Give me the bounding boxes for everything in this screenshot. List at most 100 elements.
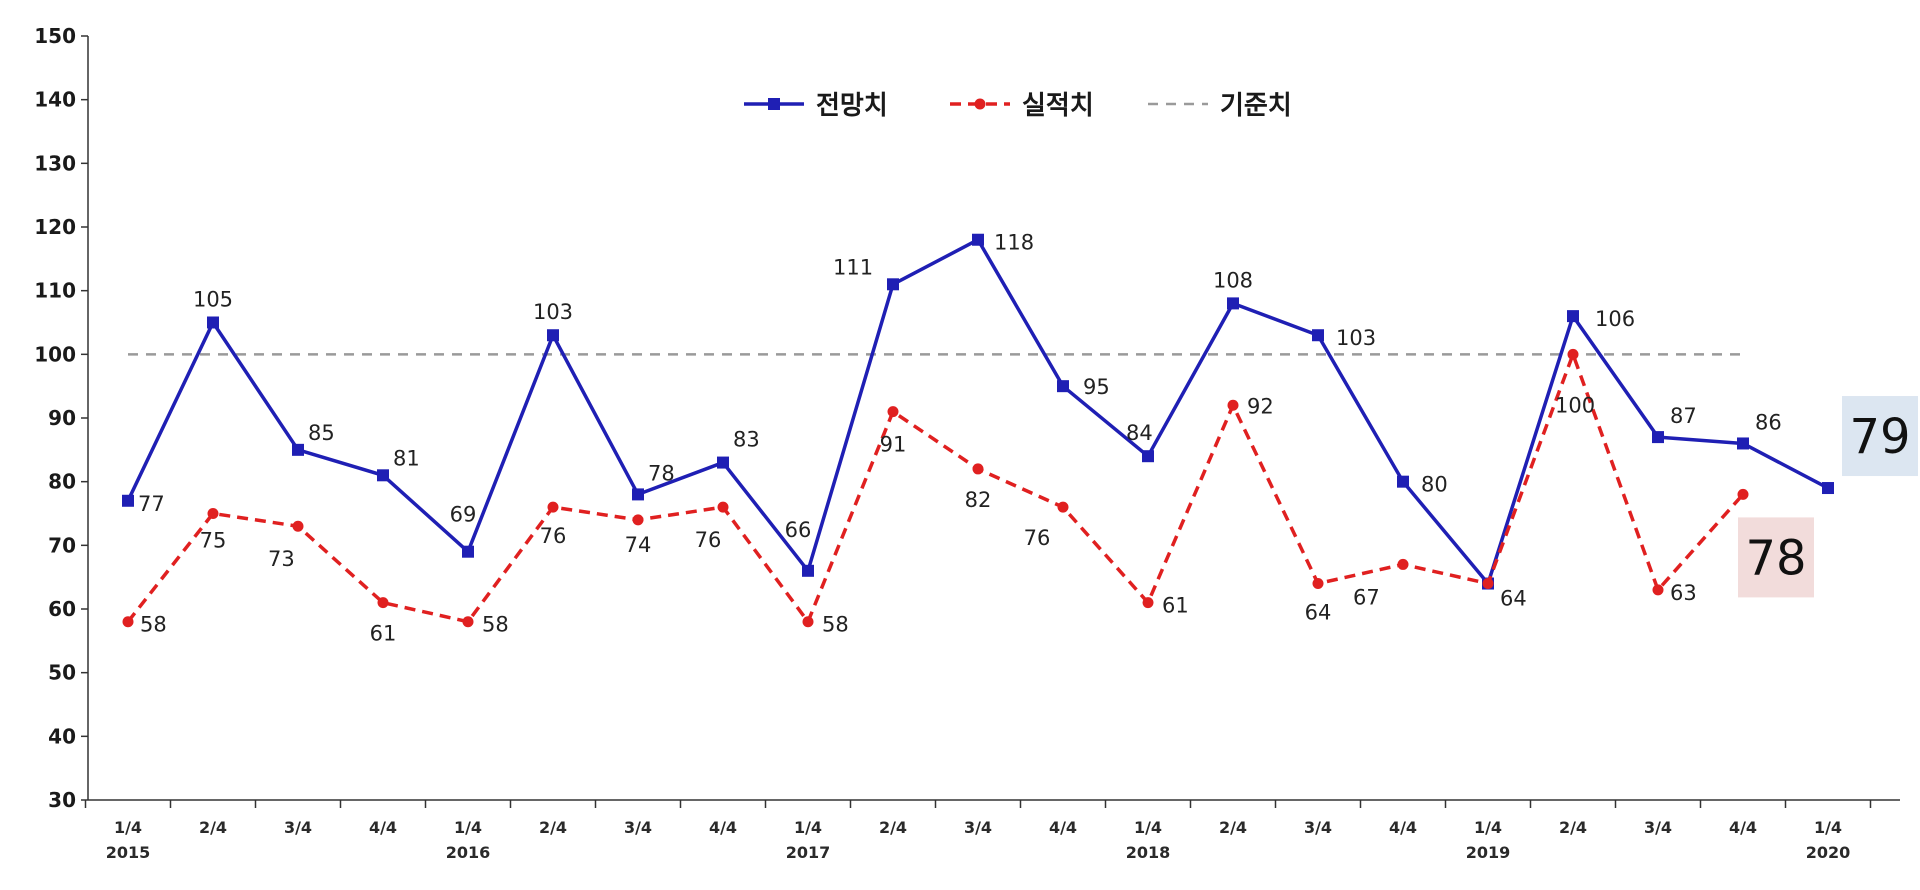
forecast-data-label: 103 (533, 300, 573, 324)
actual-data-label: 73 (268, 547, 295, 571)
y-tick-label: 110 (34, 279, 76, 303)
callout-value: 78 (1745, 530, 1806, 586)
actual-point (207, 508, 219, 519)
x-tick-label: 3/4 (284, 818, 312, 837)
forecast-point (1822, 482, 1834, 495)
forecast-point (1312, 329, 1324, 342)
forecast-point (1227, 297, 1239, 310)
actual-point (462, 616, 474, 628)
forecast-data-label: 86 (1755, 410, 1782, 434)
x-tick-label: 4/4 (1389, 818, 1417, 837)
forecast-point (207, 316, 219, 329)
x-tick-label: 3/4 (624, 818, 652, 837)
actual-data-label: 74 (625, 533, 652, 557)
y-tick-label: 70 (48, 533, 76, 557)
y-tick-label: 60 (48, 597, 76, 621)
x-year-label: 2018 (1126, 843, 1171, 862)
forecast-data-label: 77 (138, 492, 165, 516)
callout-value: 79 (1849, 409, 1910, 465)
legend-label: 실적치 (1022, 91, 1094, 121)
actual-data-label: 64 (1305, 601, 1332, 625)
x-tick-label: 4/4 (709, 818, 737, 837)
y-tick-label: 140 (34, 88, 76, 112)
x-tick-label: 1/4 (1814, 818, 1842, 837)
forecast-point (547, 329, 559, 342)
actual-point (1312, 578, 1324, 590)
forecast-point (1057, 380, 1069, 393)
x-tick-label: 1/4 (794, 818, 822, 837)
actual-data-label: 76 (695, 528, 722, 552)
x-tick-label: 1/4 (1474, 818, 1502, 837)
x-tick-label: 2/4 (199, 818, 227, 837)
y-tick-label: 90 (48, 406, 76, 430)
callout-box (1738, 517, 1814, 598)
actual-point (632, 514, 644, 526)
actual-data-label: 76 (540, 524, 567, 548)
forecast-data-label: 81 (393, 446, 420, 470)
forecast-point (1567, 310, 1579, 323)
forecast-data-label: 105 (193, 288, 233, 312)
actual-data-label: 82 (965, 488, 992, 512)
y-tick-label: 120 (34, 215, 76, 239)
actual-point (717, 501, 729, 513)
actual-data-label: 91 (880, 433, 907, 457)
x-tick-label: 3/4 (1304, 818, 1332, 837)
y-tick-label: 30 (48, 788, 76, 812)
y-tick-label: 130 (34, 151, 76, 175)
y-tick-label: 50 (48, 661, 76, 685)
actual-data-label: 76 (1024, 526, 1051, 550)
x-tick-label: 2/4 (539, 818, 567, 837)
actual-point (122, 616, 134, 628)
actual-point (887, 406, 899, 418)
x-tick-label: 1/4 (454, 818, 482, 837)
forecast-point (802, 564, 814, 577)
actual-point (1142, 597, 1154, 609)
actual-data-label: 61 (1162, 594, 1189, 618)
forecast-point (377, 469, 389, 482)
forecast-point (632, 488, 644, 501)
actual-point (1482, 578, 1494, 590)
x-year-label: 2019 (1466, 843, 1511, 862)
actual-data-label: 75 (200, 529, 227, 553)
forecast-data-label: 95 (1083, 375, 1110, 399)
x-tick-label: 3/4 (964, 818, 992, 837)
forecast-data-label: 87 (1670, 404, 1697, 428)
actual-point (1057, 501, 1069, 513)
forecast-data-label: 106 (1595, 307, 1635, 331)
forecast-data-label: 111 (833, 255, 873, 279)
actual-data-label: 64 (1500, 587, 1527, 611)
actual-data-label: 58 (822, 613, 849, 637)
forecast-point (122, 494, 134, 507)
forecast-point (292, 443, 304, 456)
legend-marker (974, 98, 986, 110)
x-tick-label: 4/4 (1729, 818, 1757, 837)
forecast-data-label: 83 (733, 428, 760, 452)
actual-data-label: 58 (482, 613, 509, 637)
actual-point (377, 597, 389, 609)
forecast-point (1737, 437, 1749, 450)
forecast-point (887, 278, 899, 291)
y-tick-label: 40 (48, 724, 76, 748)
actual-data-label: 100 (1555, 393, 1595, 417)
x-tick-label: 4/4 (369, 818, 397, 837)
x-year-label: 2015 (106, 843, 151, 862)
series-line (126, 352, 1745, 624)
forecast-data-label: 84 (1126, 421, 1153, 445)
forecast-data-label: 108 (1213, 268, 1253, 292)
forecast-data-label: 80 (1421, 473, 1448, 497)
actual-data-label: 63 (1670, 581, 1697, 605)
x-tick-label: 2/4 (1219, 818, 1247, 837)
x-year-label: 2020 (1806, 843, 1851, 862)
actual-point (1227, 399, 1239, 411)
forecast-point (1397, 475, 1409, 488)
forecast-point (972, 233, 984, 246)
actual-point (1567, 348, 1579, 360)
x-tick-label: 1/4 (1134, 818, 1162, 837)
y-tick-label: 100 (34, 342, 76, 366)
x-tick-label: 1/4 (114, 818, 142, 837)
actual-point (1397, 558, 1409, 570)
actual-data-label: 58 (140, 613, 167, 637)
actual-point (1652, 584, 1664, 596)
